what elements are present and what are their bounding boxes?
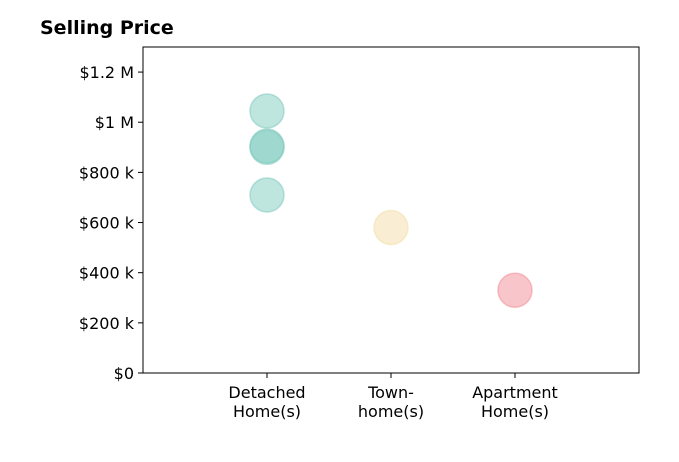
y-tick-label: $200 k <box>79 314 135 333</box>
y-tick-label: $0 <box>114 364 134 383</box>
x-tick-label-line: Home(s) <box>481 402 549 421</box>
data-point <box>373 209 409 246</box>
x-tick-label-line: Home(s) <box>233 402 301 421</box>
x-tick-label: Apartment Home(s) <box>472 383 558 421</box>
y-tick-label: $400 k <box>79 264 135 283</box>
y-tick-label: $1 M <box>95 113 134 132</box>
y-tick-label: $1.2 M <box>79 63 134 82</box>
data-point <box>249 93 285 129</box>
chart-title: Selling Price <box>40 17 174 39</box>
data-point <box>249 129 285 166</box>
scatter-points <box>249 93 533 308</box>
x-axis: Detached Home(s)Town-home(s)Apartment Home… <box>228 373 558 421</box>
x-tick-label: Detached Home(s) <box>228 383 305 421</box>
data-point <box>497 272 533 308</box>
x-tick-label-line: home(s) <box>358 402 424 421</box>
x-tick-label-line: Detached <box>228 383 305 402</box>
y-axis: $0 $200 k $400 k $600 k $800 k $1 M $1.2 M <box>79 63 143 383</box>
x-tick-label-line: Town- <box>367 383 414 402</box>
x-tick-label-line: Apartment <box>472 383 558 402</box>
y-tick-label: $600 k <box>79 214 135 233</box>
data-point <box>249 177 285 213</box>
y-tick-label: $800 k <box>79 163 135 182</box>
x-tick-label: Town-home(s) <box>358 383 424 421</box>
